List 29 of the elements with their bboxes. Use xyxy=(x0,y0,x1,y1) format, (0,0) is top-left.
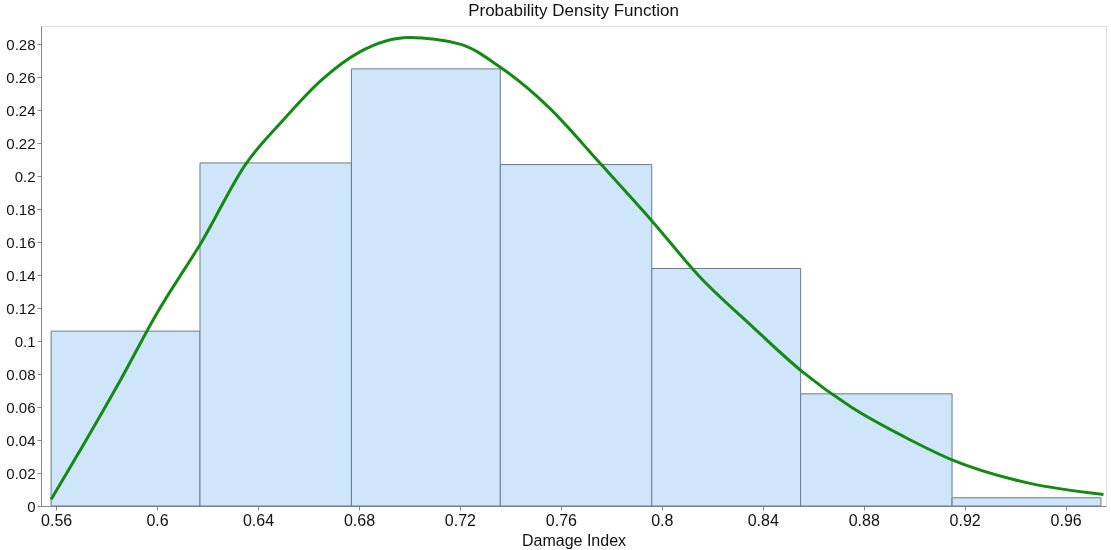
y-tick-label: 0.06 xyxy=(6,398,36,416)
x-tick-label: 0.96 xyxy=(1050,511,1082,529)
y-tick-label: 0.24 xyxy=(6,101,36,119)
y-tick-label: 0.2 xyxy=(14,167,36,185)
x-tick-label: 0.6 xyxy=(146,511,169,529)
x-tick-label: 0.56 xyxy=(41,511,73,529)
chart-title: Probability Density Function xyxy=(468,1,679,20)
y-tick-label: 0.14 xyxy=(6,266,36,284)
x-tick-label: 0.8 xyxy=(651,511,674,529)
x-tick-label: 0.88 xyxy=(848,511,880,529)
x-axis-title: Damage Index xyxy=(521,531,627,549)
y-tick-label: 0.02 xyxy=(6,464,36,482)
x-tick-label: 0.84 xyxy=(747,511,779,529)
x-tick-label: 0.92 xyxy=(949,511,981,529)
line-series xyxy=(49,36,1105,501)
y-tick-label: 0.28 xyxy=(6,35,36,53)
x-tick-label: 0.72 xyxy=(444,511,477,529)
y-tick-label: 0.12 xyxy=(6,299,36,317)
y-tick-label: 0.22 xyxy=(6,134,36,152)
y-tick-label: 0.1 xyxy=(14,332,36,350)
y-tick-label: 0.18 xyxy=(6,200,36,218)
y-tick-label: 0.26 xyxy=(6,68,36,86)
x-tick-label: 0.64 xyxy=(242,511,275,529)
y-tick-label: 0.04 xyxy=(6,431,36,449)
y-tick-label: 0 xyxy=(27,497,36,515)
y-tick-label: 0.16 xyxy=(6,233,36,251)
x-tick-label: 0.68 xyxy=(343,511,376,529)
y-tick-label: 0.08 xyxy=(6,365,36,383)
x-tick-label: 0.76 xyxy=(545,511,578,529)
